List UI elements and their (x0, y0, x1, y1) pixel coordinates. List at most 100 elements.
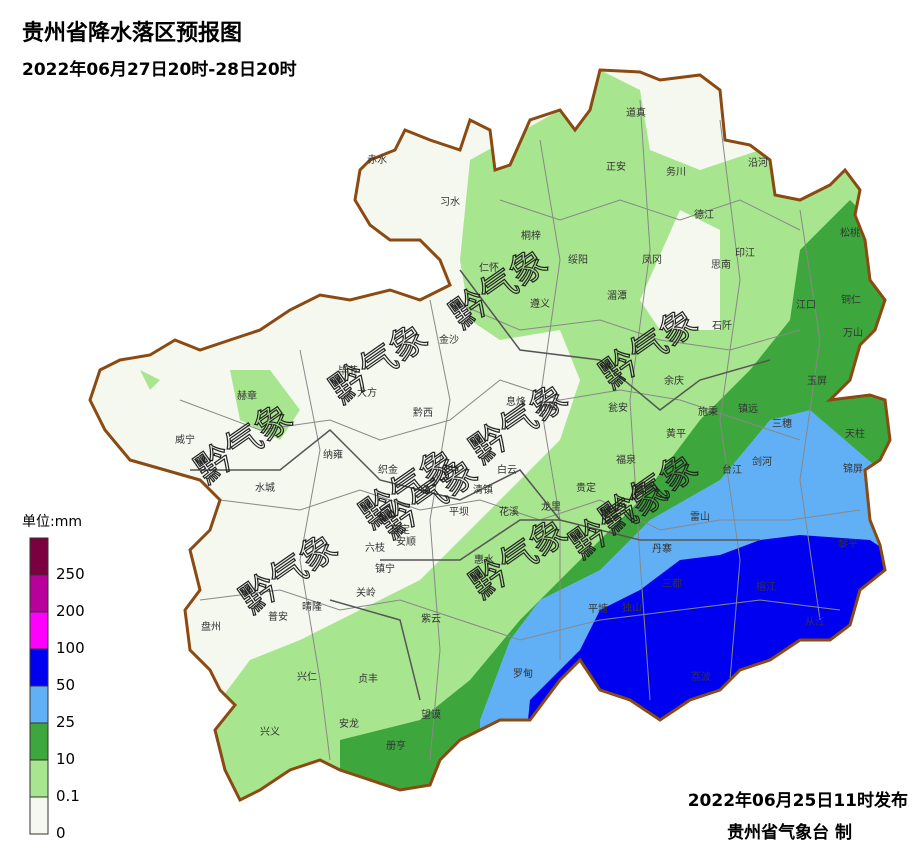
legend-label: 0 (56, 824, 66, 842)
county-label: 盘州 (201, 620, 221, 633)
legend-swatch (29, 759, 49, 798)
county-label: 湄潭 (607, 290, 627, 302)
county-label: 安龙 (339, 717, 359, 730)
county-label: 息烽 (506, 395, 526, 408)
county-label: 遵义 (530, 297, 550, 310)
county-label: 凤冈 (642, 254, 662, 266)
county-label: 沿河 (748, 157, 768, 169)
county-label: 玉屏 (807, 375, 827, 387)
county-label: 普安 (268, 610, 288, 623)
legend-label: 50 (56, 676, 75, 694)
county-label: 安顺 (396, 535, 416, 548)
legend-unit: 单位:mm (22, 514, 82, 530)
county-label: 开阳 (538, 401, 558, 413)
county-label: 黄平 (666, 427, 686, 440)
county-label: 余庆 (664, 374, 684, 387)
county-label: 惠水 (474, 553, 494, 566)
legend-swatch (29, 648, 49, 687)
legend-swatch (29, 685, 49, 724)
county-label: 德江 (694, 208, 714, 221)
legend-swatch (29, 574, 49, 613)
county-label: 万山 (843, 327, 863, 339)
legend-label: 0.1 (56, 787, 80, 805)
county-label: 金沙 (439, 333, 459, 346)
county-label: 施秉 (698, 405, 718, 418)
county-label: 六枝 (365, 541, 385, 554)
county-label: 松桃 (840, 226, 860, 239)
county-label: 荔波 (691, 670, 711, 683)
issuer: 贵州省气象台 制 (727, 822, 852, 843)
county-label: 龙里 (541, 500, 561, 513)
county-label: 印江 (735, 247, 755, 259)
area-none (640, 210, 720, 330)
county-label: 晴隆 (302, 600, 322, 613)
county-label: 正安 (606, 160, 626, 173)
legend-swatch (29, 537, 49, 576)
county-label: 大方 (357, 386, 377, 399)
county-label: 思南 (711, 258, 731, 271)
county-label: 毕节 (338, 364, 358, 377)
county-label: 清镇 (473, 483, 493, 496)
county-label: 仁怀 (479, 262, 499, 274)
legend-swatch (29, 722, 49, 761)
county-label: 习水 (440, 196, 460, 208)
county-label: 花溪 (499, 505, 519, 518)
county-label: 水城 (255, 482, 275, 494)
county-label: 锦屏 (843, 462, 863, 475)
county-label: 赫章 (237, 389, 257, 402)
county-label: 册亨 (386, 739, 406, 752)
county-label: 望谟 (421, 708, 441, 721)
legend-swatch (29, 796, 49, 835)
county-label: 平塘 (588, 602, 608, 615)
area-light-green (140, 370, 300, 440)
county-label: 白云 (497, 463, 517, 476)
county-label: 从江 (805, 616, 825, 628)
legend: 0 0.1 10 25 50 100 200 250 (29, 537, 85, 842)
county-label: 关岭 (356, 586, 376, 599)
county-label: 独山 (622, 601, 642, 614)
county-label: 绥阳 (568, 254, 588, 266)
county-label: 铜仁 (841, 294, 861, 306)
county-label: 镇远 (738, 402, 758, 415)
county-label: 罗甸 (513, 667, 533, 680)
county-label: 石阡 (712, 320, 732, 332)
subtitle: 2022年06月27日20时-28日20时 (22, 59, 297, 80)
county-label: 贞丰 (358, 672, 378, 685)
legend-label: 200 (56, 602, 85, 620)
county-label: 天柱 (845, 427, 865, 440)
county-label: 瓮安 (608, 401, 628, 414)
county-label: 桐梓 (521, 229, 541, 242)
county-label: 剑河 (752, 455, 772, 468)
county-label: 台江 (722, 463, 742, 476)
legend-label: 100 (56, 639, 85, 657)
county-label: 榕江 (756, 580, 776, 593)
county-label: 织金 (378, 463, 398, 476)
county-label: 兴仁 (297, 671, 317, 683)
legend-label: 25 (56, 713, 75, 731)
county-label: 镇宁 (375, 562, 395, 575)
county-label: 紫云 (421, 613, 441, 625)
county-label: 贵定 (576, 481, 596, 494)
county-borders (179, 99, 861, 761)
county-label: 三穗 (772, 417, 792, 430)
county-label: 丹寨 (652, 542, 672, 555)
county-label: 兴义 (260, 726, 280, 738)
legend-label: 250 (56, 565, 85, 583)
county-label: 威宁 (175, 433, 195, 446)
title: 贵州省降水落区预报图 (22, 21, 242, 46)
county-label: 江口 (796, 299, 816, 311)
county-label: 赤水 (367, 154, 387, 166)
county-label: 普定 (390, 523, 410, 536)
legend-label: 10 (56, 750, 75, 768)
county-label: 黎平 (838, 537, 858, 550)
issue-time: 2022年06月25日11时发布 (688, 790, 908, 811)
county-label: 福泉 (616, 453, 636, 466)
county-label: 三都 (662, 578, 682, 590)
county-label: 纳雍 (323, 448, 343, 461)
county-label: 道真 (626, 106, 646, 119)
county-label: 雷山 (690, 511, 710, 523)
prefecture-borders (190, 269, 771, 701)
